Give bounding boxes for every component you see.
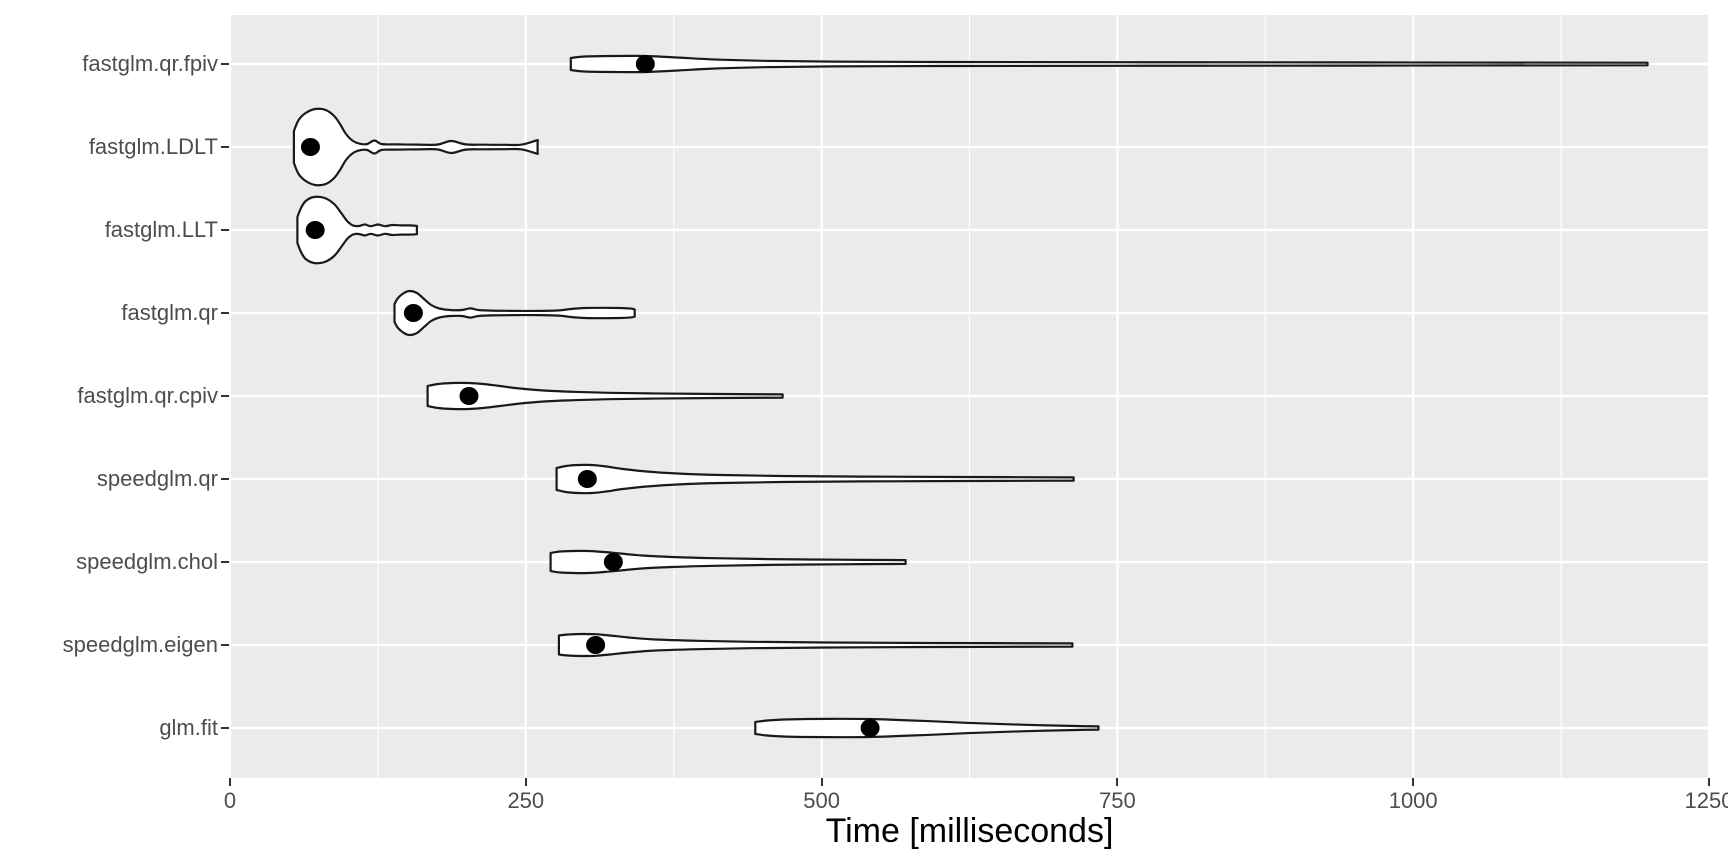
y-axis-label-fastglm.qr.cpiv: fastglm.qr.cpiv [77,383,218,408]
median-dot-fastglm.qr [403,304,423,322]
y-axis-label-fastglm.qr.fpiv: fastglm.qr.fpiv [82,51,218,76]
violin-fastglm.LDLT [292,107,540,187]
median-dot-fastglm.LLT [305,221,325,239]
y-axis-label-speedglm.chol: speedglm.chol [76,549,218,574]
x-axis-tick-label-750: 750 [1099,788,1136,813]
plot-canvas [230,15,1709,778]
y-axis-label-fastglm.LLT: fastglm.LLT [104,217,218,242]
y-axis-tick [221,63,229,65]
violin-speedglm.qr [555,463,1075,495]
y-axis-tick [221,727,229,729]
violin-fastglm.qr [393,289,636,337]
x-axis-tick-label-0: 0 [223,788,237,813]
y-axis-tick [221,644,229,646]
median-dot-fastglm.qr.cpiv [459,387,479,405]
median-dot-fastglm.qr.fpiv [635,55,655,73]
x-axis-tick-label-1000: 1000 [1388,788,1438,813]
y-axis-label-speedglm.qr: speedglm.qr [96,466,218,491]
median-dot-speedglm.qr [577,470,597,488]
y-axis-tick [221,561,229,563]
x-axis-tick [229,778,231,786]
y-axis-tick [221,312,229,314]
x-axis-tick-label-1250: 1250 [1684,788,1728,813]
violin-fastglm.qr.cpiv [426,381,784,411]
median-dot-speedglm.chol [603,553,623,571]
y-axis-label-speedglm.eigen: speedglm.eigen [62,632,218,657]
x-axis-tick [1116,778,1119,786]
y-axis-label-fastglm.LDLT: fastglm.LDLT [88,134,218,159]
y-axis-tick [221,478,229,480]
median-dot-glm.fit [860,719,880,737]
violin-speedglm.chol [549,549,907,575]
x-axis-tick-label-500: 500 [803,788,840,813]
y-axis-tick [221,395,229,397]
y-axis-label-glm.fit: glm.fit [159,715,218,740]
violin-fastglm.LLT [296,195,418,265]
x-axis-tick [820,778,823,786]
y-axis-label-fastglm.qr: fastglm.qr [121,300,218,325]
x-axis-tick-label-250: 250 [507,788,545,813]
y-axis-tick [221,229,229,231]
x-axis-tick [524,778,527,786]
x-axis-tick [1708,778,1710,786]
median-dot-speedglm.eigen [586,636,606,654]
y-axis-tick [221,146,229,148]
violin-speedglm.eigen [557,632,1074,658]
plot-panel [230,15,1709,778]
violin-glm.fit [754,717,1100,739]
median-dot-fastglm.LDLT [300,138,320,156]
x-axis-title: Time [milliseconds] [825,812,1114,850]
x-axis-tick [1412,778,1415,786]
violin-fastglm.qr.fpiv [569,54,1649,74]
